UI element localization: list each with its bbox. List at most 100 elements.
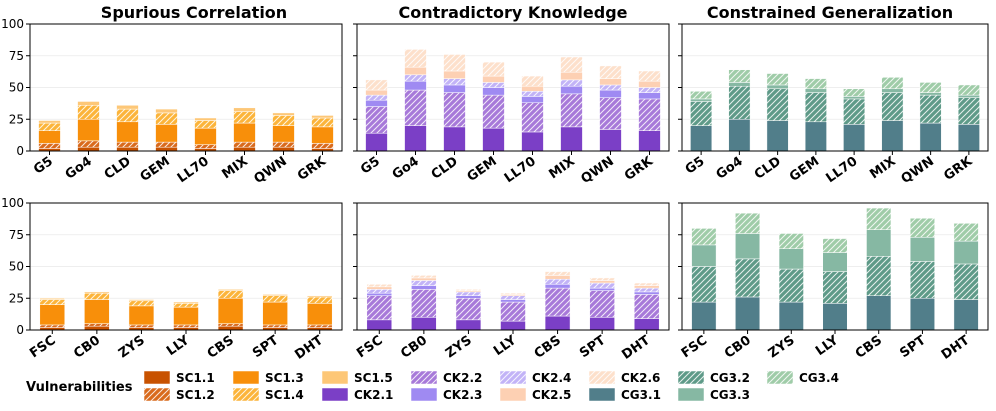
- x-tick-label: CLD: [752, 154, 784, 183]
- bar-segment-cg3-4-ll70: [843, 88, 866, 97]
- bar-segment-sc1-3-cb0: [84, 299, 110, 324]
- bar-segment-cg3-1-lly: [822, 303, 848, 331]
- bar-segment-cg3-3-cb0: [735, 233, 761, 260]
- bar-segment-ck2-3-zys: [455, 295, 482, 299]
- x-tick-label: MIX: [867, 154, 898, 182]
- bar-segment-sc1-4-zys: [128, 300, 155, 307]
- bar-segment-ck2-3-lly: [500, 299, 526, 303]
- legend-label-sc1-4: SC1.4: [265, 388, 304, 402]
- bar-segment-sc1-2-gem: [155, 141, 178, 148]
- x-tick-label: LLY: [491, 333, 520, 359]
- x-tick-label: MIX: [546, 154, 577, 182]
- bar-segment-cg3-1-zys: [778, 301, 804, 331]
- bar-segment-sc1-2-cld: [116, 141, 139, 148]
- legend-label-sc1-3: SC1.3: [265, 371, 304, 385]
- bar-segment-ck2-5-fsc: [366, 286, 393, 290]
- bar-segment-ck2-2-mix: [560, 93, 583, 128]
- bar-segment-ck2-6-g5: [365, 79, 388, 91]
- bar-segment-sc1-3-ll70: [194, 127, 217, 145]
- bar-segment-cg3-2-cbs: [866, 256, 892, 296]
- bar-segment-sc1-5-dht: [306, 295, 333, 298]
- bar-segment-ck2-6-qwn: [599, 65, 622, 79]
- bar-segment-ck2-4-fsc: [366, 289, 393, 294]
- bar-segment-cg3-3-zys: [778, 248, 804, 270]
- legend-label-ck2-5: CK2.5: [532, 388, 571, 402]
- bar-segment-sc1-2-ll70: [194, 144, 217, 149]
- bar-segment-ck2-1-grk: [638, 130, 661, 152]
- bar-segment-sc1-5-zys: [128, 299, 155, 302]
- legend-swatch-ck2-2: [410, 370, 438, 385]
- x-tick-label: Go4: [390, 154, 422, 183]
- bar-segment-ck2-5-cb0: [411, 277, 437, 281]
- x-tick-label: Go4: [714, 154, 746, 183]
- x-tick-label: DHT: [939, 333, 973, 363]
- x-tick-label: QWN: [251, 154, 289, 187]
- bar-segment-sc1-3-grk: [311, 126, 334, 144]
- bar-segment-sc1-2-grk: [311, 143, 334, 149]
- bar-segment-cg3-3-g5: [690, 98, 713, 102]
- bar-segment-ck2-3-cbs: [544, 284, 571, 289]
- bar-segment-sc1-5-mix: [233, 107, 256, 112]
- bar-segment-sc1-2-cb0: [84, 323, 110, 327]
- x-tick-label: GEM: [465, 154, 500, 185]
- legend-swatch-sc1-1: [143, 370, 171, 385]
- bar-segment-cg3-3-spt: [909, 237, 935, 262]
- bar-segment-cg3-3-lly: [822, 252, 848, 272]
- legend-swatch-ck2-6: [588, 370, 616, 385]
- bar-segment-sc1-3-zys: [128, 305, 155, 326]
- bar-segment-ck2-1-spt: [589, 317, 615, 331]
- bar-segment-ck2-6-dht: [633, 282, 660, 286]
- panel-constrained-generalization-bottom: FSC CB0 ZYS LLY CBS SPT DHT: [678, 202, 989, 363]
- x-tick-label: LL70: [502, 154, 539, 186]
- x-tick-label: FSC: [27, 333, 58, 361]
- bar-segment-cg3-1-ll70: [843, 124, 866, 152]
- x-tick-label: QWN: [899, 154, 937, 187]
- x-tick-label: CB0: [722, 333, 754, 362]
- x-tick-label: LL70: [175, 154, 212, 186]
- bar-segment-sc1-5-cb0: [84, 291, 110, 294]
- bar-segment-cg3-3-fsc: [691, 244, 717, 267]
- legend-label-cg3-4: CG3.4: [799, 371, 839, 385]
- bar-segment-cg3-4-cb0: [735, 212, 761, 234]
- bar-segment-sc1-2-fsc: [39, 324, 66, 328]
- bar-segment-cg3-1-spt: [909, 298, 935, 331]
- bar-segment-cg3-1-cbs: [866, 295, 892, 331]
- bar-segment-cg3-1-gem: [804, 121, 827, 152]
- bar-segment-sc1-3-go4: [77, 119, 100, 142]
- bar-segment-cg3-1-qwn: [919, 122, 942, 152]
- x-tick-label: ZYS: [766, 333, 798, 361]
- bar-segment-ck2-3-ll70: [521, 96, 544, 103]
- bar-segment-sc1-1-cbs: [217, 325, 244, 331]
- x-tick-label: DHT: [619, 333, 653, 363]
- legend-swatch-ck2-3: [410, 387, 438, 402]
- bar-segment-cg3-4-zys: [778, 233, 804, 249]
- bar-segment-ck2-6-cbs: [544, 271, 571, 276]
- bar-segment-cg3-1-g5: [690, 125, 713, 152]
- bar-segment-sc1-5-gem: [155, 108, 178, 114]
- bar-segment-cg3-2-zys: [778, 268, 804, 303]
- bar-segment-cg3-1-fsc: [691, 301, 717, 331]
- y-tick-label: 50: [9, 260, 24, 274]
- bar-segment-sc1-5-cld: [116, 105, 139, 110]
- bar-segment-cg3-2-grk: [957, 97, 980, 125]
- bar-segment-ck2-1-fsc: [366, 319, 393, 331]
- bar-segment-sc1-2-qwn: [272, 141, 295, 148]
- bar-segment-ck2-5-cld: [443, 70, 466, 79]
- bar-segment-cg3-2-spt: [909, 261, 935, 299]
- bar-segment-cg3-3-grk: [957, 94, 980, 98]
- x-tick-label: CB0: [71, 333, 103, 362]
- bar-segment-cg3-4-fsc: [691, 228, 717, 246]
- bar-segment-ck2-5-ll70: [521, 85, 544, 92]
- legend-label-ck2-4: CK2.4: [532, 371, 571, 385]
- bar-segment-cg3-1-dht: [953, 299, 979, 331]
- bar-segment-ck2-1-zys: [455, 319, 482, 331]
- bar-segment-sc1-3-cbs: [217, 298, 244, 324]
- bar-segment-cg3-2-gem: [804, 92, 827, 123]
- y-tick-label: 0: [16, 323, 24, 337]
- panel-spurious-correlation-top: Spurious Correlation G5 Go4 CLD GEM LL70 MIX Q…: [1, 3, 343, 187]
- bar-segment-sc1-5-g5: [38, 120, 61, 124]
- legend-label-ck2-2: CK2.2: [443, 371, 482, 385]
- bar-segment-cg3-4-g5: [690, 91, 713, 100]
- x-tick-label: CLD: [429, 154, 461, 183]
